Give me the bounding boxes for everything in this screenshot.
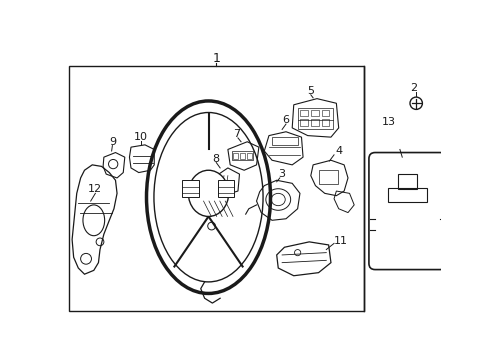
Text: 3: 3 [279,169,286,179]
Bar [388,188,427,202]
Text: 7: 7 [233,129,240,139]
Bar [321,110,329,116]
Bar [247,153,252,159]
Bar [300,120,308,126]
Text: 8: 8 [213,154,220,164]
Bar [297,108,333,130]
Bar [300,110,308,116]
Text: 5: 5 [307,86,314,96]
Text: 6: 6 [283,115,290,125]
Text: 4: 4 [335,146,342,156]
Text: 12: 12 [88,184,102,194]
Bar [318,170,338,184]
Bar [69,66,364,311]
Bar [272,137,298,145]
Bar [232,151,253,160]
Bar [311,120,319,126]
Text: 10: 10 [134,132,148,142]
Ellipse shape [188,170,229,216]
Bar [398,174,417,189]
Bar [233,153,238,159]
Bar [240,153,245,159]
Text: 1: 1 [212,52,220,65]
Text: 13: 13 [382,117,396,127]
Text: 11: 11 [334,236,348,246]
Text: 2: 2 [410,83,417,93]
Bar [182,180,199,197]
Bar [321,120,329,126]
Bar [311,110,319,116]
Text: 9: 9 [109,137,116,147]
Bar [218,180,234,197]
